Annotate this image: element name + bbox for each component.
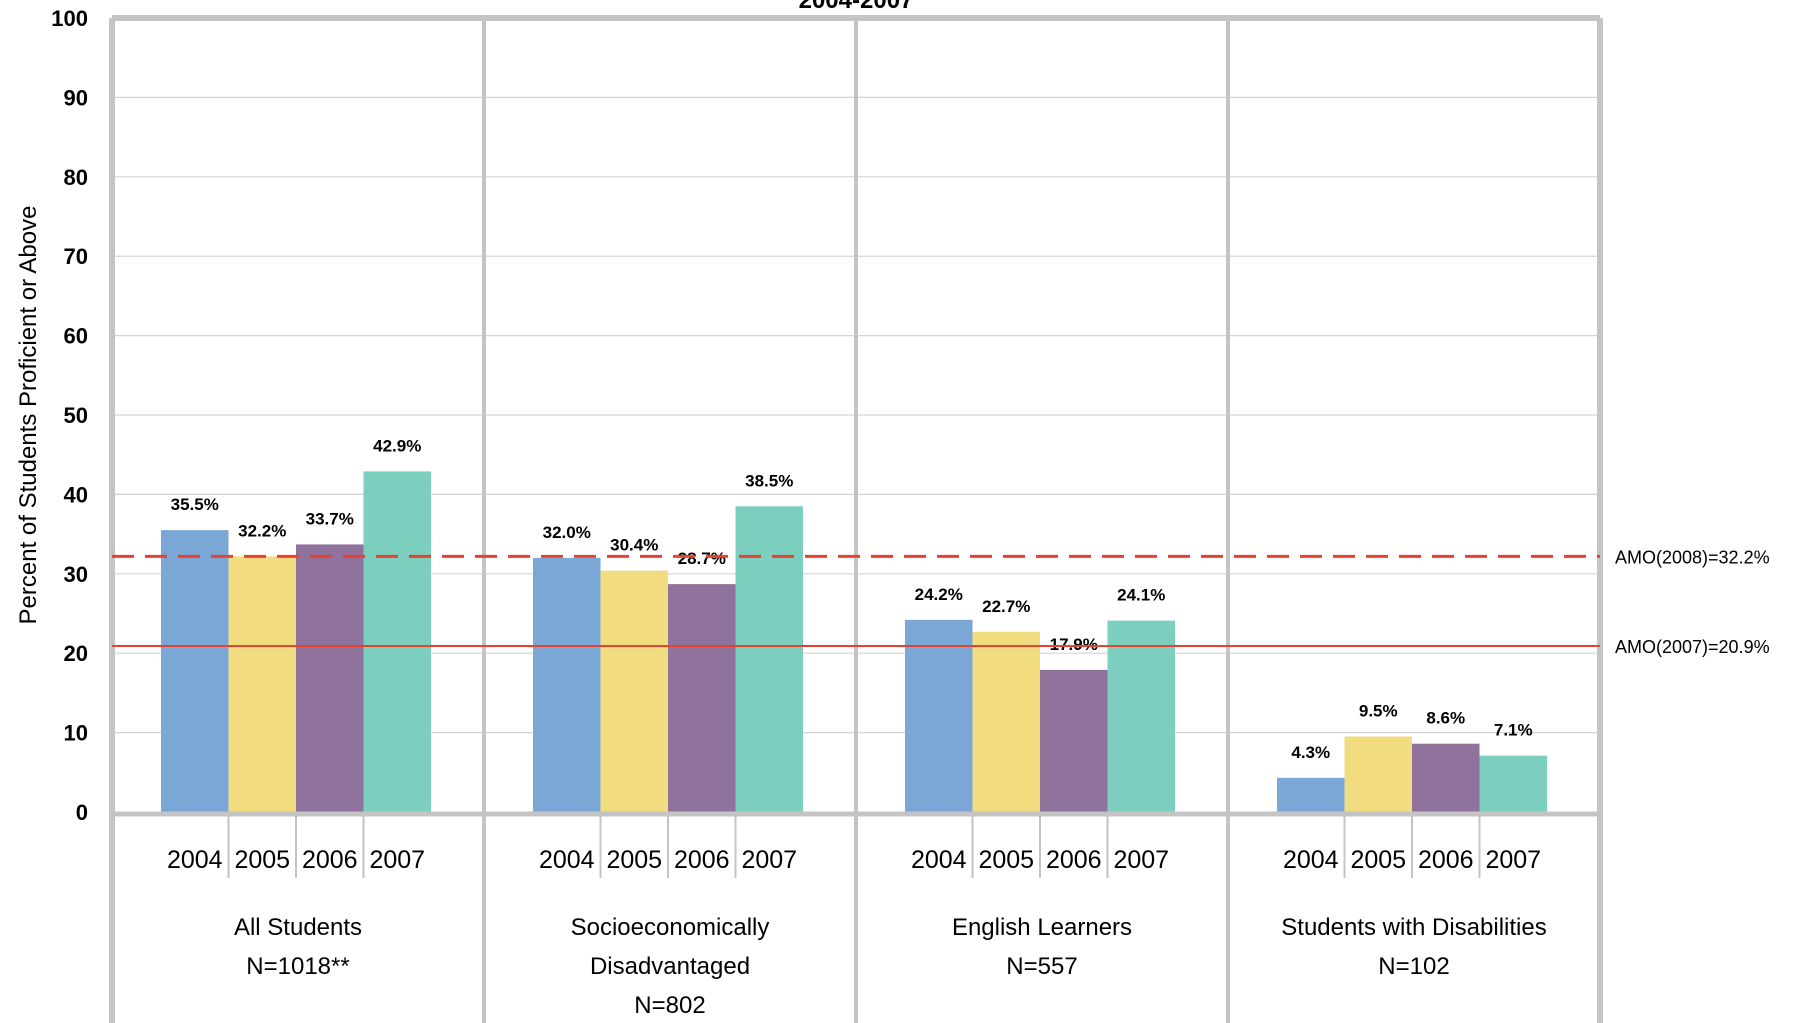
year-label: 2007 [741,846,797,874]
data-label: 4.3% [1291,743,1330,762]
bar [735,506,803,812]
year-label: 2005 [606,846,662,874]
y-tick-label: 80 [64,165,88,190]
group-label: N=557 [1006,953,1077,980]
data-label: 9.5% [1359,702,1398,721]
data-label: 30.4% [610,536,658,555]
chart-title: 2004-2007 [799,0,914,14]
group-label: Socioeconomically [571,914,770,941]
bar [533,557,601,812]
bar [668,584,736,812]
data-label: 42.9% [373,436,421,455]
y-tick-label: 90 [64,85,88,110]
data-label: 35.5% [171,495,219,514]
y-tick-label: 30 [64,562,88,587]
group-label: N=802 [634,992,705,1019]
y-tick-label: 60 [64,324,88,349]
bar [363,471,431,812]
bar [972,631,1040,812]
y-tick-label: 50 [64,403,88,428]
group-label: Students with Disabilities [1281,914,1546,941]
data-label: 22.7% [982,597,1030,616]
year-label: 2004 [539,846,595,874]
data-label: 33.7% [306,509,354,528]
year-label: 2007 [1113,846,1169,874]
group-label: English Learners [952,914,1132,941]
bar [905,619,973,812]
y-tick-label: 10 [64,721,88,746]
data-label: 32.2% [238,521,286,540]
data-label: 17.9% [1050,635,1098,654]
data-label: 8.6% [1426,709,1465,728]
year-label: 2006 [1046,846,1102,874]
group-label: N=102 [1378,953,1449,980]
data-label: 38.5% [745,471,793,490]
y-axis-title: Percent of Students Proficient or Above [15,206,42,625]
reference-line-label: AMO(2007)=20.9% [1615,637,1770,657]
year-label: 2004 [911,846,967,874]
bar [1479,755,1547,812]
year-label: 2006 [1418,846,1474,874]
data-label: 24.1% [1117,586,1165,605]
year-label: 2005 [234,846,290,874]
bar [1344,736,1412,812]
bar [1107,620,1175,812]
year-label: 2004 [167,846,223,874]
data-label: 7.1% [1494,721,1533,740]
bar [228,556,296,812]
y-tick-label: 40 [64,482,88,507]
y-tick-label: 20 [64,641,88,666]
y-tick-label: 100 [51,6,88,31]
year-label: 2006 [302,846,358,874]
reference-line-label: AMO(2008)=32.2% [1615,547,1770,567]
year-label: 2006 [674,846,730,874]
data-label: 32.0% [543,523,591,542]
bar [1277,777,1345,812]
group-label: N=1018** [246,953,349,980]
data-label: 24.2% [915,585,963,604]
year-label: 2004 [1283,846,1339,874]
year-label: 2005 [978,846,1034,874]
y-tick-label: 70 [64,244,88,269]
year-label: 2007 [1485,846,1541,874]
bar [296,544,364,812]
year-label: 2005 [1350,846,1406,874]
bar [161,530,229,812]
year-label: 2007 [369,846,425,874]
bar [1040,669,1108,812]
data-label: 28.7% [678,549,726,568]
group-label: All Students [234,914,362,941]
group-label: Disadvantaged [590,953,750,980]
y-tick-label: 0 [76,800,88,825]
bar [1412,743,1480,812]
bar [600,570,668,812]
